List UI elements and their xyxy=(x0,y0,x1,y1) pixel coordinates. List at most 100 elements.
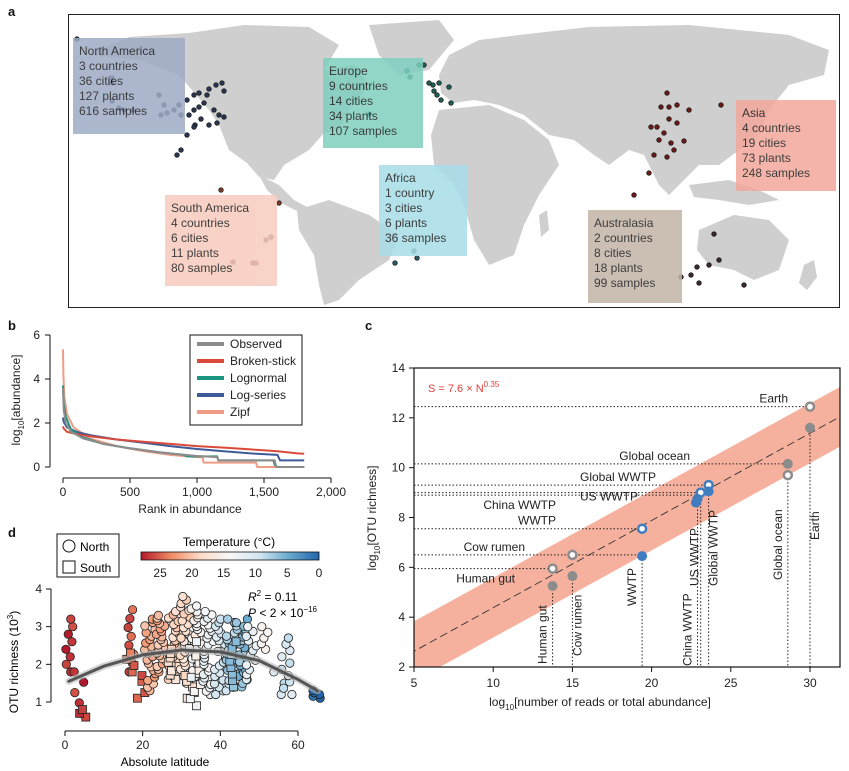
c-point-open xyxy=(636,523,648,534)
region-africa: Africa 1 country 3 cities 6 plants 36 sa… xyxy=(379,165,467,256)
region-countries: 4 countries xyxy=(742,121,801,135)
d-point-north xyxy=(63,629,73,639)
d-point-north xyxy=(200,607,210,617)
sample-site-marker xyxy=(664,90,670,96)
sample-site-marker xyxy=(191,124,197,130)
sample-site-marker xyxy=(631,192,637,198)
c-hlabel: Cow rumen xyxy=(464,540,525,554)
c-vlabel: WWTP xyxy=(625,568,639,606)
land-eurasia xyxy=(439,25,829,195)
sample-site-marker xyxy=(706,262,712,268)
chart-scaling-law: Earth Global ocean Global WWTP US WWTP China… xyxy=(365,361,841,712)
d-point-south xyxy=(192,701,201,711)
d-point-north xyxy=(176,633,186,643)
region-countries: 9 countries xyxy=(329,79,388,93)
sample-site-marker xyxy=(184,132,190,138)
d-point-north xyxy=(123,622,133,633)
c-hlabel: US WWTP xyxy=(580,490,638,504)
c-ytick-label: 12 xyxy=(392,411,406,425)
d-ylabel: OTU richness (103) xyxy=(6,611,21,713)
d-point-north xyxy=(277,652,287,662)
d-xtick-label: 0 xyxy=(62,738,69,752)
sample-site-marker xyxy=(198,116,204,122)
c-point-filled xyxy=(637,551,648,562)
d-point-north xyxy=(287,689,297,700)
region-plants: 34 plants xyxy=(329,109,378,123)
sample-site-marker xyxy=(430,82,436,88)
sample-site-marker xyxy=(654,124,660,130)
sample-site-marker xyxy=(658,104,664,110)
d-point-north xyxy=(61,659,71,669)
region-name: Australasia xyxy=(594,216,654,230)
region-cities: 6 cities xyxy=(171,231,209,245)
sample-site-marker xyxy=(716,257,722,263)
c-xtick-label: 15 xyxy=(566,676,580,690)
b-series-zipf xyxy=(62,349,305,468)
b-legend-label: Observed xyxy=(230,337,282,351)
sample-site-marker xyxy=(438,97,444,103)
region-cities: 14 cities xyxy=(329,94,374,108)
d-point-north xyxy=(66,614,76,624)
sample-site-marker xyxy=(651,152,657,158)
sample-site-marker xyxy=(178,147,184,153)
sample-site-marker xyxy=(656,137,662,143)
sample-site-marker xyxy=(688,272,694,278)
d-point-north xyxy=(283,633,293,643)
c-ytick-label: 4 xyxy=(398,610,405,624)
d-marker-legend: North South xyxy=(56,533,120,578)
c-point-filled xyxy=(547,581,558,592)
c-ytick-label: 8 xyxy=(398,511,405,525)
c-confidence-band xyxy=(414,386,840,667)
legend-south: South xyxy=(80,561,111,575)
d-point-south xyxy=(231,637,241,647)
d-point-north xyxy=(278,683,289,693)
colorbar-tick-label: 15 xyxy=(217,566,231,580)
d-point-south xyxy=(78,705,87,714)
d-point-north xyxy=(285,658,295,668)
sample-site-marker xyxy=(671,147,677,153)
chart-latitude-richness: North South Temperature (°C) 25 20 15 10 5 0 … xyxy=(6,533,325,769)
region-plants: 73 plants xyxy=(742,151,791,165)
region-plants: 18 plants xyxy=(594,261,643,275)
sample-site-marker xyxy=(718,102,724,108)
sample-site-marker xyxy=(661,130,667,136)
d-point-south xyxy=(191,637,201,647)
d-xtick-label: 40 xyxy=(214,738,228,752)
d-point-south xyxy=(167,666,177,676)
colorbar-title: Temperature (°C) xyxy=(183,535,275,549)
region-samples: 36 samples xyxy=(385,231,447,245)
d-point-north xyxy=(126,631,136,642)
region-australasia: Australasia 2 countries 8 cities 18 plan… xyxy=(588,210,682,303)
d-point-north xyxy=(192,601,202,611)
panel-letter-c: c xyxy=(365,318,373,333)
c-xtick-label: 30 xyxy=(803,676,817,690)
land-madagascar xyxy=(539,210,549,237)
d-point-south xyxy=(189,687,199,696)
land-south-america xyxy=(297,200,399,305)
colorbar xyxy=(140,551,320,561)
region-cities: 19 cities xyxy=(742,136,787,150)
c-hlabel: WWTP xyxy=(518,514,556,528)
d-point-north xyxy=(263,627,273,637)
c-point-filled xyxy=(567,571,578,582)
c-point-open xyxy=(567,549,578,561)
c-xtick-label: 5 xyxy=(411,676,418,690)
d-point-north xyxy=(67,637,77,647)
region-plants: 127 plants xyxy=(79,89,135,103)
d-point-south xyxy=(132,693,142,703)
region-samples: 99 samples xyxy=(594,276,656,290)
b-legend-label: Zipf xyxy=(230,405,251,419)
b-ytick-label: 2 xyxy=(33,416,40,430)
b-xtick-label: 1,500 xyxy=(249,485,279,499)
c-hlabel: Human gut xyxy=(456,572,515,586)
c-vlabel: Earth xyxy=(808,511,822,540)
d-point-south xyxy=(185,694,195,704)
c-vlabel: Human gut xyxy=(536,605,550,664)
d-point-north xyxy=(223,614,233,624)
sample-site-marker xyxy=(666,104,672,110)
region-cities: 8 cities xyxy=(594,246,632,260)
c-fit-line xyxy=(414,416,840,652)
world-map: North America 3 countries 36 cities 127 … xyxy=(68,14,840,308)
sample-site-marker xyxy=(191,92,197,98)
panel-letter-a: a xyxy=(8,4,16,19)
